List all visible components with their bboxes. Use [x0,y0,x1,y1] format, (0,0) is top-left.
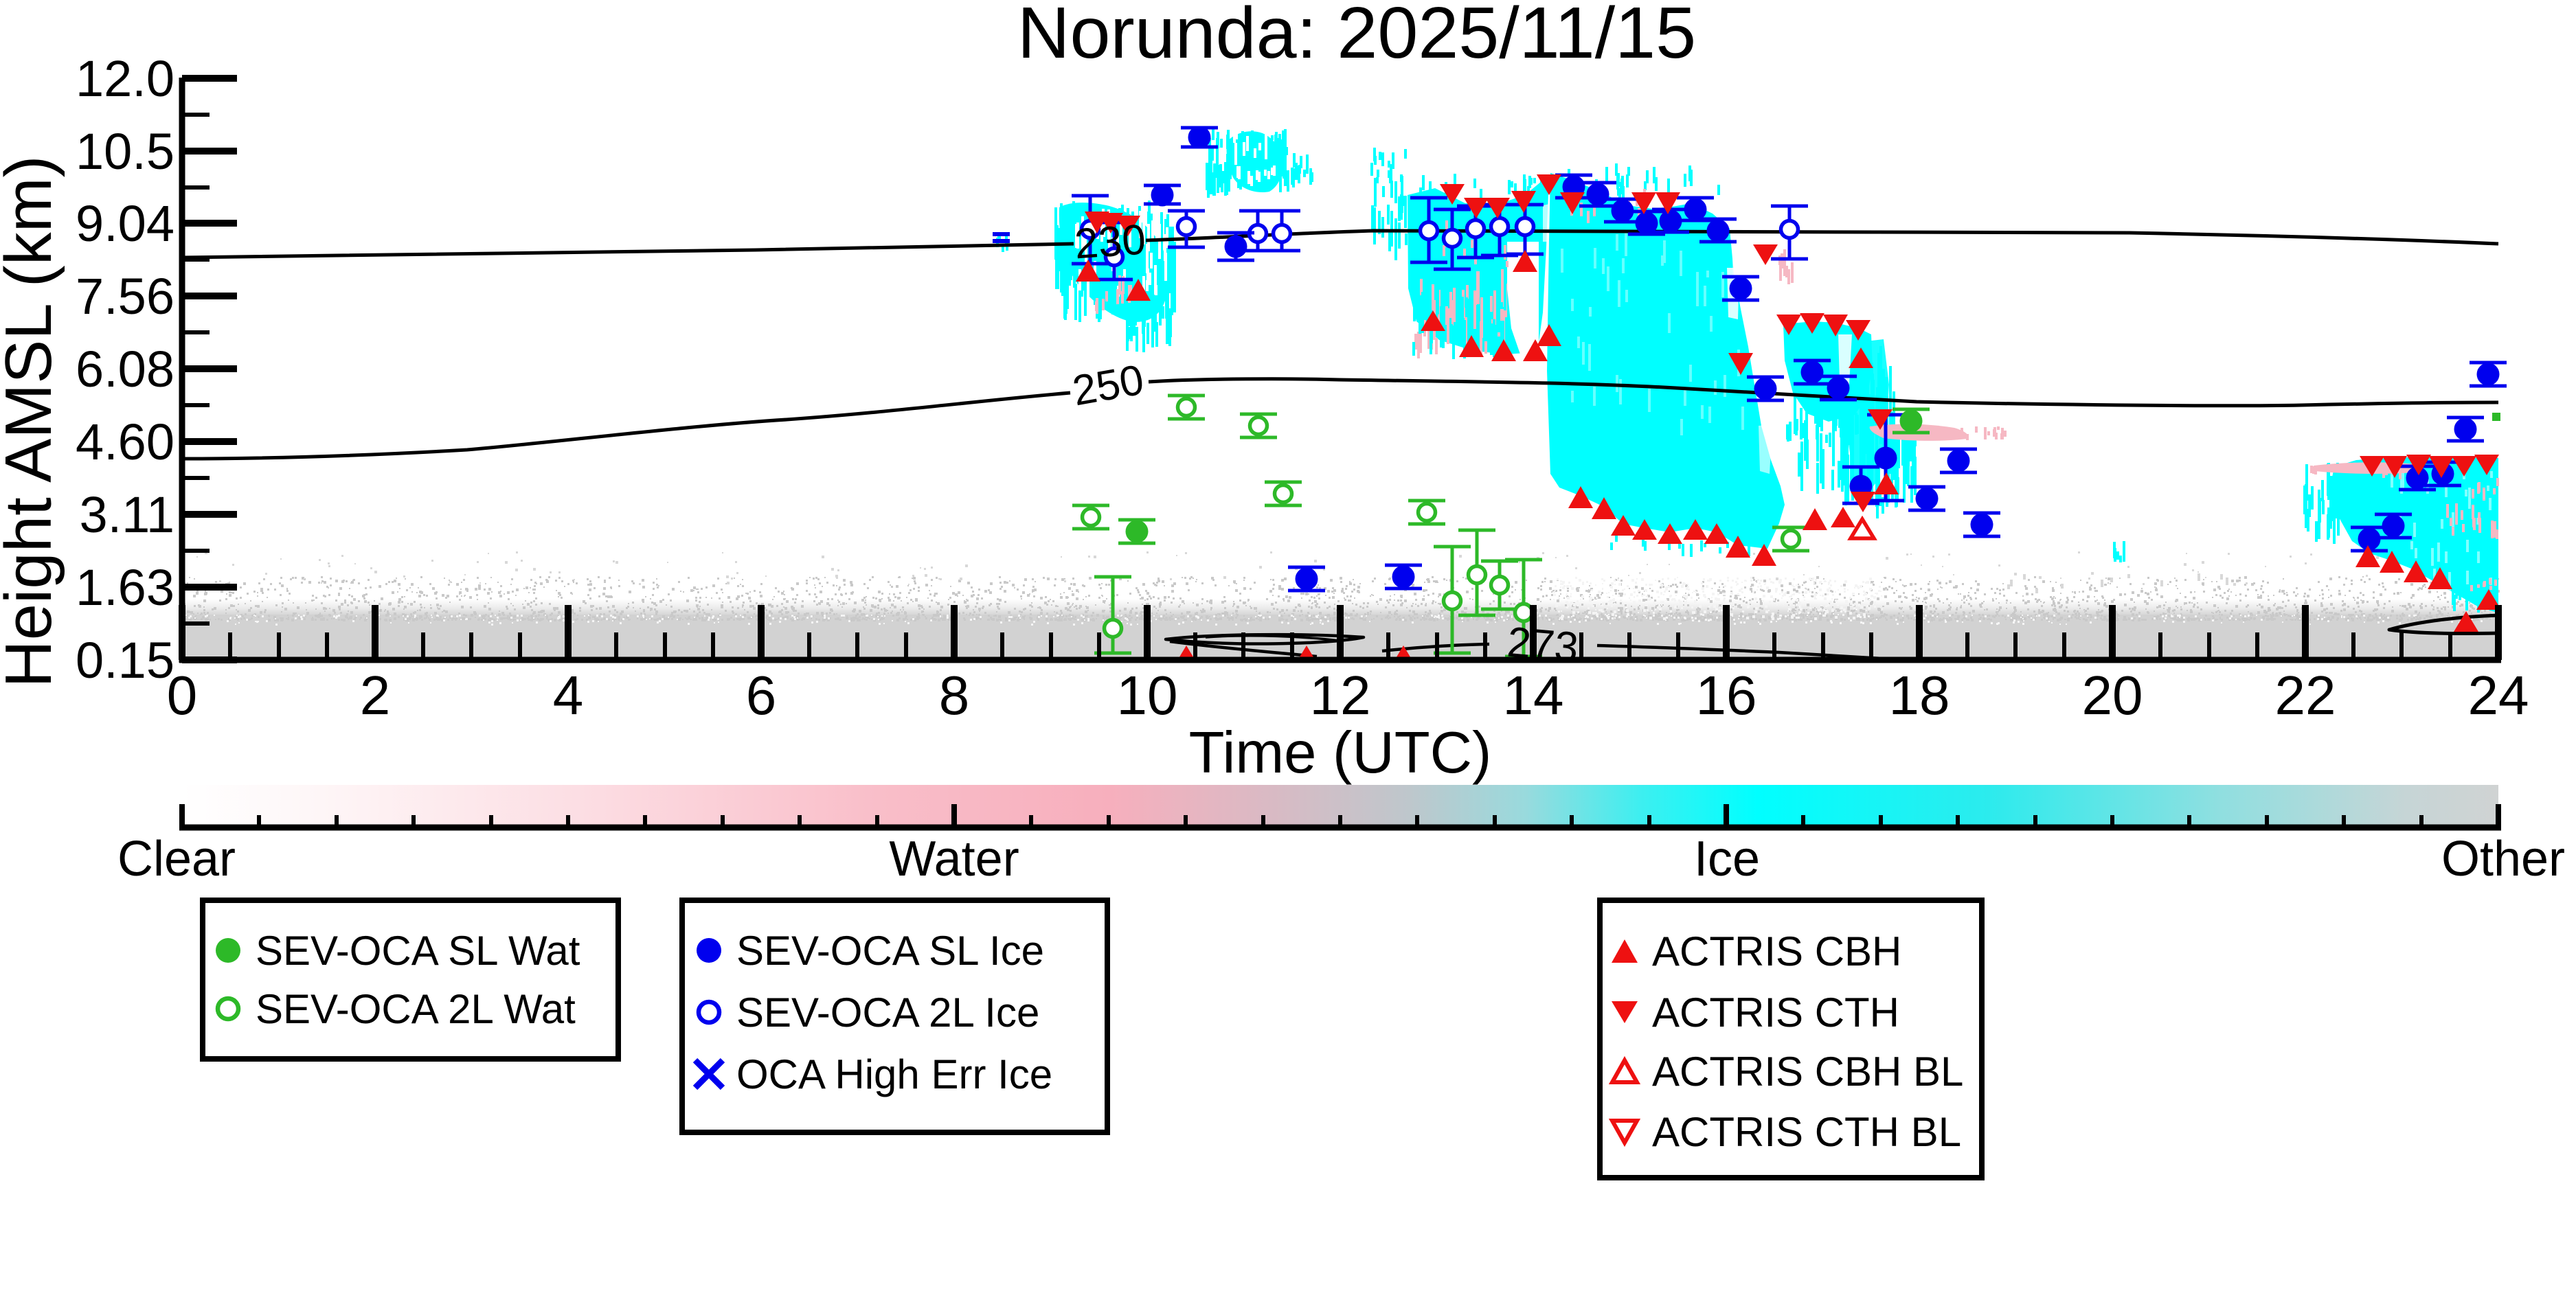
svg-text:1.63: 1.63 [76,559,174,616]
svg-text:16: 16 [1696,665,1757,726]
svg-text:18: 18 [1889,665,1950,726]
svg-text:Water: Water [889,832,1019,887]
svg-text:Norunda: 2025/11/15: Norunda: 2025/11/15 [1017,0,1696,73]
svg-text:24: 24 [2468,665,2529,726]
svg-text:SEV-OCA SL Ice: SEV-OCA SL Ice [736,928,1044,974]
svg-text:ACTRIS CBH BL: ACTRIS CBH BL [1652,1049,1963,1095]
svg-text:Time (UTC): Time (UTC) [1189,720,1492,786]
svg-text:3.11: 3.11 [79,486,174,543]
svg-text:12.0: 12.0 [76,50,174,107]
svg-text:20: 20 [2082,665,2143,726]
svg-text:10.5: 10.5 [76,123,174,180]
svg-text:2: 2 [360,665,391,726]
svg-text:Clear: Clear [117,832,236,887]
svg-text:10: 10 [1117,665,1178,726]
svg-text:OCA High Err Ice: OCA High Err Ice [736,1051,1052,1097]
svg-text:Other: Other [2441,832,2565,887]
svg-text:9.04: 9.04 [76,195,174,252]
svg-text:Height AMSL (km): Height AMSL (km) [0,155,65,687]
svg-text:6: 6 [746,665,777,726]
svg-text:SEV-OCA 2L Ice: SEV-OCA 2L Ice [736,990,1039,1036]
svg-text:SEV-OCA SL Wat: SEV-OCA SL Wat [256,928,580,974]
svg-text:ACTRIS CTH: ACTRIS CTH [1652,990,1899,1036]
svg-text:7.56: 7.56 [76,268,174,325]
svg-text:ACTRIS CBH: ACTRIS CBH [1652,928,1901,974]
svg-text:230: 230 [1073,216,1147,268]
svg-text:4: 4 [553,665,584,726]
svg-text:SEV-OCA 2L Wat: SEV-OCA 2L Wat [256,986,576,1032]
svg-text:4.60: 4.60 [76,413,174,470]
svg-text:ACTRIS CTH BL: ACTRIS CTH BL [1652,1109,1961,1155]
svg-text:22: 22 [2275,665,2336,726]
svg-text:6.08: 6.08 [76,341,174,398]
svg-text:0.15: 0.15 [76,632,174,689]
svg-text:8: 8 [939,665,970,726]
svg-text:14: 14 [1503,665,1564,726]
svg-text:12: 12 [1310,665,1371,726]
svg-text:273: 273 [1505,619,1580,672]
svg-text:0: 0 [167,665,198,726]
svg-text:Ice: Ice [1694,832,1760,887]
